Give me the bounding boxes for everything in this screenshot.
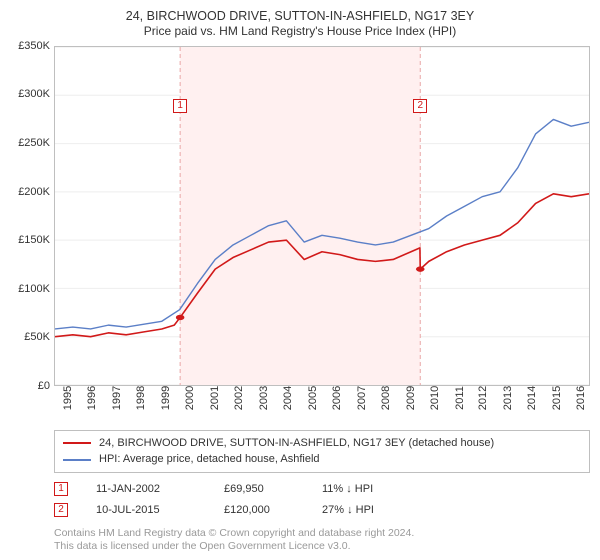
x-tick-label: 2003 — [258, 386, 270, 410]
legend-swatch-hpi — [63, 459, 91, 461]
x-tick-label: 2010 — [430, 386, 442, 410]
x-tick-label: 1995 — [62, 386, 74, 410]
y-tick-label: £250K — [18, 137, 50, 149]
y-tick-label: £100K — [18, 283, 50, 295]
event-diff-1: 11% ↓ HPI — [322, 479, 590, 500]
event-marker-1: 1 — [54, 482, 68, 496]
x-tick-label: 2006 — [332, 386, 344, 410]
x-tick-label: 2016 — [576, 386, 588, 410]
event-price-1: £69,950 — [224, 479, 294, 500]
events-table: 1 11-JAN-2002 £69,950 11% ↓ HPI 2 10-JUL… — [54, 479, 590, 521]
chart-marker-1: 1 — [173, 99, 187, 113]
y-axis: £0£50K£100K£150K£200K£250K£300K£350K — [10, 46, 54, 386]
title-main: 24, BIRCHWOOD DRIVE, SUTTON-IN-ASHFIELD,… — [10, 8, 590, 24]
x-tick-label: 2004 — [283, 386, 295, 410]
legend-item-property: 24, BIRCHWOOD DRIVE, SUTTON-IN-ASHFIELD,… — [63, 435, 581, 452]
plot-svg — [55, 47, 589, 385]
x-tick-label: 2000 — [185, 386, 197, 410]
x-tick-label: 2007 — [356, 386, 368, 410]
event-date-2: 10-JUL-2015 — [96, 500, 196, 521]
y-tick-label: £200K — [18, 186, 50, 198]
event-price-2: £120,000 — [224, 500, 294, 521]
chart-area: £0£50K£100K£150K£200K£250K£300K£350K 12 — [10, 46, 590, 386]
x-tick-label: 2011 — [454, 386, 466, 410]
y-tick-label: £0 — [38, 380, 50, 392]
y-tick-label: £150K — [18, 234, 50, 246]
footer-line-1: Contains HM Land Registry data © Crown c… — [54, 527, 590, 541]
x-tick-label: 2001 — [209, 386, 221, 410]
chart-marker-2: 2 — [413, 99, 427, 113]
legend: 24, BIRCHWOOD DRIVE, SUTTON-IN-ASHFIELD,… — [54, 430, 590, 473]
event-marker-2: 2 — [54, 503, 68, 517]
plot-area: 12 — [54, 46, 590, 386]
event-row-2: 2 10-JUL-2015 £120,000 27% ↓ HPI — [54, 500, 590, 521]
y-tick-label: £50K — [24, 331, 50, 343]
x-tick-label: 1998 — [136, 386, 148, 410]
x-tick-label: 2014 — [527, 386, 539, 410]
x-tick-label: 2008 — [381, 386, 393, 410]
x-axis: 1995 1996 1997 1998 1999 2000 2001 2002 2003 2004… — [54, 386, 590, 422]
chart-container: 24, BIRCHWOOD DRIVE, SUTTON-IN-ASHFIELD,… — [0, 0, 600, 560]
x-tick-label: 1996 — [87, 386, 99, 410]
x-tick-label: 2005 — [307, 386, 319, 410]
event-date-1: 11-JAN-2002 — [96, 479, 196, 500]
y-tick-label: £300K — [18, 88, 50, 100]
x-tick-label: 2009 — [405, 386, 417, 410]
x-tick-label: 2002 — [234, 386, 246, 410]
event-row-1: 1 11-JAN-2002 £69,950 11% ↓ HPI — [54, 479, 590, 500]
legend-text-property: 24, BIRCHWOOD DRIVE, SUTTON-IN-ASHFIELD,… — [99, 435, 494, 452]
footer-note: Contains HM Land Registry data © Crown c… — [54, 527, 590, 554]
legend-swatch-property — [63, 442, 91, 444]
legend-text-hpi: HPI: Average price, detached house, Ashf… — [99, 451, 320, 468]
y-tick-label: £350K — [18, 40, 50, 52]
x-tick-label: 2015 — [551, 386, 563, 410]
x-tick-label: 2013 — [502, 386, 514, 410]
legend-item-hpi: HPI: Average price, detached house, Ashf… — [63, 451, 581, 468]
x-tick-label: 1999 — [160, 386, 172, 410]
x-tick-label: 1997 — [111, 386, 123, 410]
footer-line-2: This data is licensed under the Open Gov… — [54, 540, 590, 554]
title-block: 24, BIRCHWOOD DRIVE, SUTTON-IN-ASHFIELD,… — [10, 8, 590, 40]
event-diff-2: 27% ↓ HPI — [322, 500, 590, 521]
x-tick-label: 2012 — [478, 386, 490, 410]
title-sub: Price paid vs. HM Land Registry's House … — [10, 24, 590, 40]
